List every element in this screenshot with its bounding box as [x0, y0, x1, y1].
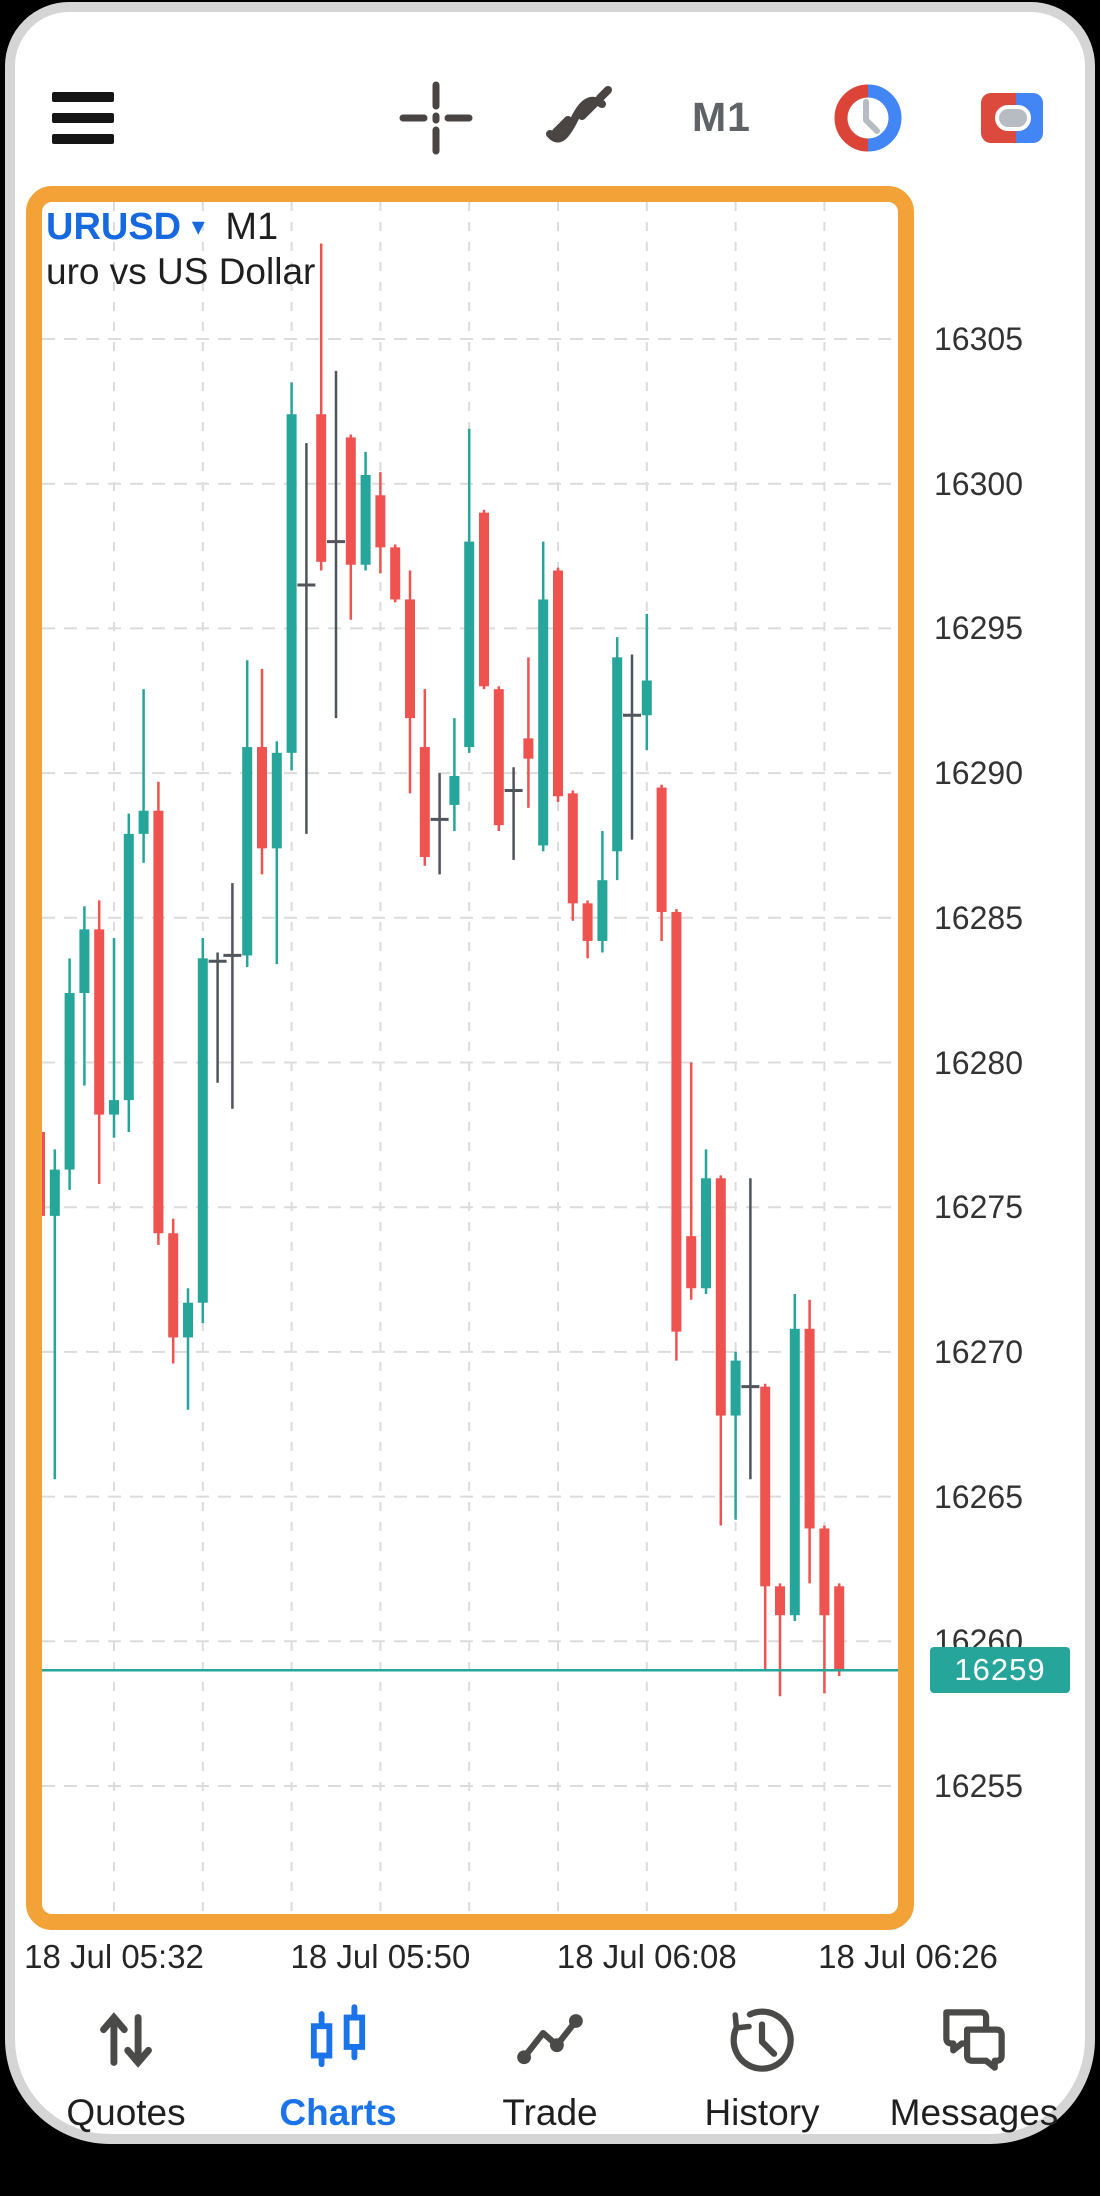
time-axis-label: 18 Jul 06:26 [818, 1938, 998, 1975]
nav-item-quotes[interactable]: Quotes [20, 1992, 232, 2152]
price-axis-label: 16255 [934, 1768, 1023, 1804]
menu-icon[interactable] [52, 92, 114, 146]
window-layout-icon[interactable] [972, 78, 1052, 158]
symbol-dropdown[interactable]: URUSD [46, 206, 182, 248]
price-axis-label: 16300 [934, 465, 1023, 502]
price-axis-label: 16275 [934, 1189, 1023, 1226]
indicators-icon[interactable] [538, 78, 618, 158]
chart-header: URUSD ▾ M1 uro vs US Dollar [46, 204, 315, 295]
nav-label: History [704, 2092, 820, 2133]
nav-label: Trade [502, 2092, 598, 2133]
current-price-badge: 16259 [930, 1647, 1070, 1694]
price-axis-label: 16295 [934, 610, 1023, 647]
nav-item-charts[interactable]: Charts [232, 1992, 444, 2152]
price-axis-label: 16270 [934, 1333, 1023, 1370]
nav-label: Messages [889, 2092, 1059, 2133]
price-axis-label: 16280 [934, 1044, 1023, 1081]
timeframe-button[interactable]: M1 [692, 94, 751, 140]
nav-item-trade[interactable]: History Trade [444, 1992, 656, 2152]
top-toolbar: M1 [0, 78, 1100, 158]
price-axis-label: 16305 [934, 321, 1023, 357]
messages-bubbles-icon [943, 2009, 1005, 2071]
chart-title: URUSD ▾ M1 [46, 204, 315, 249]
objects-clock-icon[interactable] [828, 78, 908, 158]
bottom-navbar: Quotes Charts History Trade [20, 1992, 1080, 2152]
trade-trend-icon [517, 2014, 583, 2065]
quotes-arrows-icon [100, 2012, 152, 2068]
candlestick-chart-icon [310, 2004, 366, 2068]
chevron-down-icon[interactable]: ▾ [191, 211, 205, 241]
time-axis-label: 18 Jul 05:50 [290, 1938, 471, 1975]
nav-label: Charts [279, 2092, 397, 2133]
time-axis-label: 18 Jul 05:32 [24, 1938, 204, 1975]
chart-subtitle: uro vs US Dollar [46, 251, 316, 292]
time-axis-label: 18 Jul 06:08 [556, 1938, 737, 1975]
nav-label: Quotes [66, 2092, 186, 2133]
nav-item-messages[interactable]: Messages [868, 1992, 1080, 2152]
price-axis-label: 16285 [934, 899, 1023, 936]
history-clock-icon [730, 2008, 794, 2072]
price-axis-label: 16290 [934, 755, 1023, 792]
nav-item-history[interactable]: History [656, 1992, 868, 2152]
price-axis-label: 16265 [934, 1478, 1023, 1515]
crosshair-icon[interactable] [396, 78, 476, 158]
chart-timeframe: M1 [225, 206, 279, 248]
